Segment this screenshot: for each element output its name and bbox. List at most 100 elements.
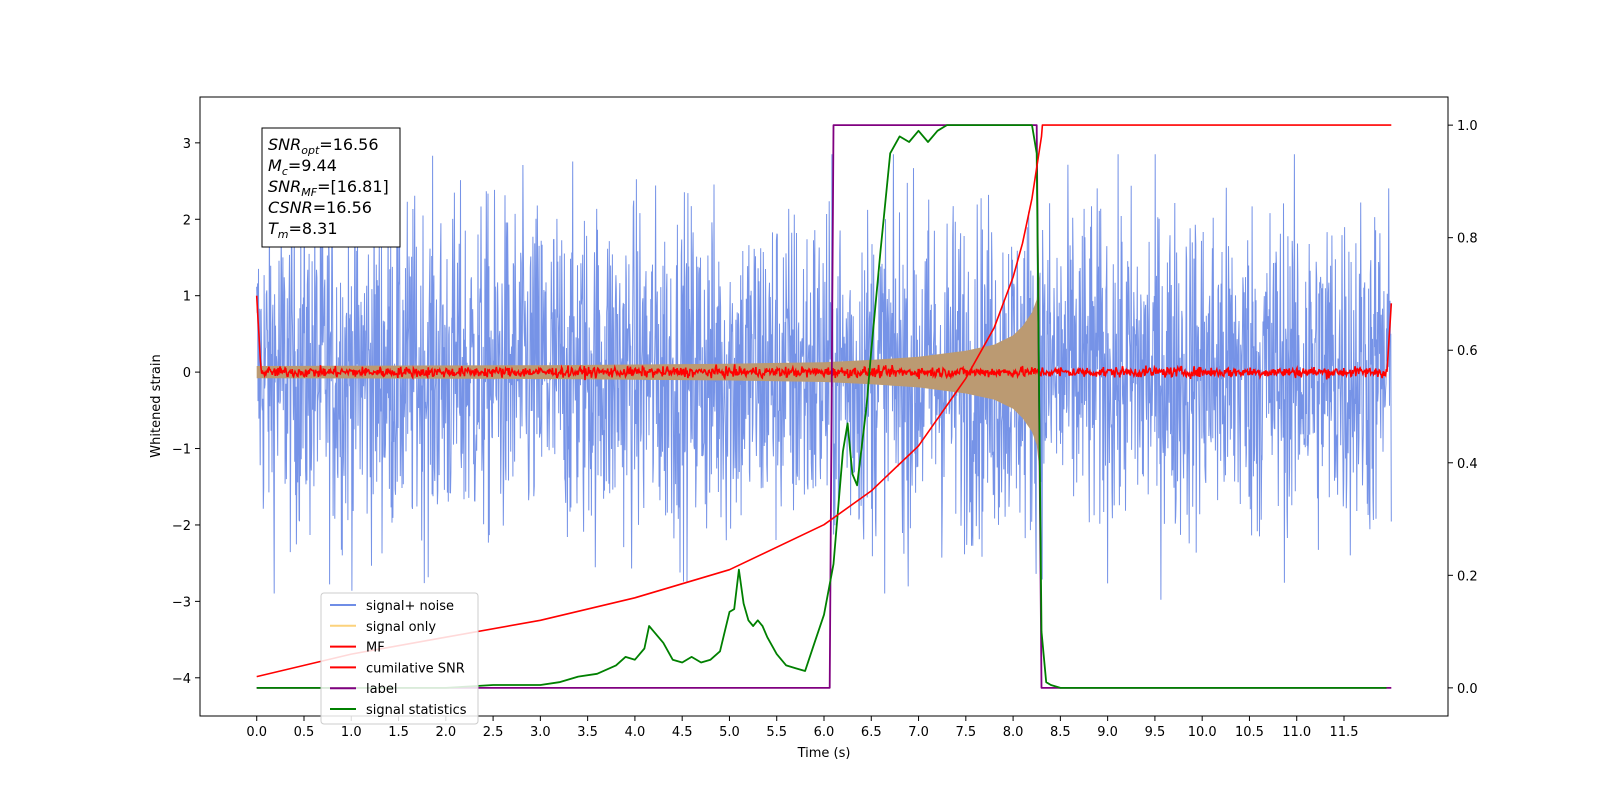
series-mf — [255, 295, 1393, 381]
x-tick-label: 0.5 — [294, 725, 315, 740]
y-tick-label: 2 — [183, 213, 191, 228]
x-tick: 5.5 — [766, 716, 787, 740]
x-tick-label: 1.0 — [341, 725, 362, 740]
x-tick-label: 11.0 — [1282, 725, 1311, 740]
x-tick: 8.5 — [1050, 716, 1071, 740]
y2-tick-label: 0.0 — [1457, 682, 1478, 697]
legend-item: signal+ noise — [330, 599, 454, 614]
x-tick-label: 4.5 — [672, 725, 693, 740]
x-tick: 9.5 — [1145, 716, 1166, 740]
x-tick-label: 7.0 — [908, 725, 929, 740]
legend: signal+ noise signal only MF cumilative SNR… — [320, 592, 479, 725]
x-tick-label: 9.5 — [1145, 725, 1166, 740]
legend-item: MF — [330, 641, 385, 656]
x-tick-label: 8.0 — [1003, 725, 1024, 740]
x-tick: 10.5 — [1235, 716, 1264, 740]
y2-tick: 0.2 — [1448, 569, 1478, 584]
annotation-line: Tm=8.31 — [268, 219, 338, 241]
x-tick-label: 8.5 — [1050, 725, 1071, 740]
x-tick: 7.0 — [908, 716, 929, 740]
y2-tick-label: 0.4 — [1457, 457, 1478, 472]
x-axis-label: Time (s) — [797, 746, 851, 761]
annotation-value: =8.31 — [289, 219, 338, 238]
legend-label: cumilative SNR — [366, 661, 465, 676]
annotation-subscript: m — [278, 228, 289, 241]
y-tick: 0 — [183, 366, 200, 381]
x-tick: 0.5 — [294, 716, 315, 740]
y-tick: −2 — [172, 519, 200, 534]
y-axis-label: Whitened strain — [149, 354, 164, 457]
y-tick: 1 — [183, 290, 200, 305]
annotation-variable: CSNR — [268, 198, 313, 217]
y2-tick-label: 0.2 — [1457, 569, 1478, 584]
y2-tick-label: 0.8 — [1457, 232, 1478, 247]
x-tick-label: 9.0 — [1097, 725, 1118, 740]
x-tick: 8.0 — [1003, 716, 1024, 740]
y-tick-label: −3 — [172, 595, 191, 610]
y-axis-right: 1.0 0.8 0.6 0.4 0.2 0.0 — [1448, 119, 1478, 697]
x-tick: 6.0 — [814, 716, 835, 740]
x-tick-label: 2.0 — [435, 725, 456, 740]
x-axis: 0.0 0.5 1.0 1.5 2.0 2.5 3.0 3.5 4.0 4.5 5.0 5.5 6.0 6… — [246, 716, 1358, 740]
series-signal-statistics — [256, 124, 1387, 689]
y2-tick: 0.8 — [1448, 232, 1478, 247]
x-tick: 11.0 — [1282, 716, 1311, 740]
annotation-value: =16.56 — [313, 198, 372, 217]
legend-item: label — [330, 682, 397, 697]
x-tick-label: 6.5 — [861, 725, 882, 740]
y2-tick-label: 1.0 — [1457, 119, 1478, 134]
legend-item: signal only — [330, 620, 436, 635]
x-tick: 10.0 — [1188, 716, 1217, 740]
annotation-value: =16.56 — [319, 135, 378, 154]
annotation-value: =9.44 — [288, 156, 337, 175]
y-tick: 3 — [183, 137, 200, 152]
y-tick-label: 1 — [183, 290, 191, 305]
x-tick: 6.5 — [861, 716, 882, 740]
y-tick-label: −4 — [172, 672, 191, 687]
annotation-variable: M — [268, 156, 282, 175]
legend-label: MF — [366, 641, 385, 656]
y2-tick-label: 0.6 — [1457, 344, 1478, 359]
legend-frame — [320, 592, 479, 725]
annotation-line: Mc=9.44 — [268, 156, 337, 178]
annotation-subscript: opt — [301, 144, 320, 157]
y-tick-label: 3 — [183, 137, 191, 152]
x-tick-label: 5.0 — [719, 725, 740, 740]
x-tick: 0.0 — [246, 716, 267, 740]
x-tick-label: 4.0 — [625, 725, 646, 740]
y2-tick: 1.0 — [1448, 119, 1478, 134]
x-tick-label: 11.5 — [1330, 725, 1359, 740]
annotation-line: CSNR=16.56 — [268, 198, 372, 217]
legend-label: label — [366, 682, 397, 697]
annotation-variable: SNR — [268, 177, 301, 196]
x-tick: 2.5 — [483, 716, 504, 740]
annotation-subscript: MF — [301, 186, 317, 199]
x-tick: 3.5 — [577, 716, 598, 740]
y-tick-label: 0 — [183, 366, 191, 381]
y2-tick: 0.6 — [1448, 344, 1478, 359]
x-tick-label: 7.5 — [955, 725, 976, 740]
x-tick: 5.0 — [719, 716, 740, 740]
x-tick-label: 1.5 — [388, 725, 409, 740]
x-tick-label: 3.0 — [530, 725, 551, 740]
y2-tick: 0.4 — [1448, 457, 1478, 472]
annotation-variable: T — [268, 219, 279, 238]
y-tick: 2 — [183, 213, 200, 228]
y-tick: −4 — [172, 672, 200, 687]
legend-label: signal only — [366, 620, 436, 635]
annotation-value: =[16.81] — [317, 177, 389, 196]
legend-item: cumilative SNR — [330, 661, 465, 676]
x-tick-label: 3.5 — [577, 725, 598, 740]
legend-label: signal statistics — [366, 703, 467, 718]
x-tick-label: 10.5 — [1235, 725, 1264, 740]
y-tick: −3 — [172, 595, 200, 610]
legend-item: signal statistics — [330, 703, 467, 718]
annotation-line: SNRopt=16.56 — [268, 135, 379, 157]
x-tick: 4.0 — [625, 716, 646, 740]
y-axis-left: 3 2 1 0 −1 −2 −3 −4 — [172, 137, 200, 687]
x-tick-label: 6.0 — [814, 725, 835, 740]
x-tick-label: 5.5 — [766, 725, 787, 740]
annotation-variable: SNR — [268, 135, 301, 154]
x-tick: 4.5 — [672, 716, 693, 740]
x-tick-label: 2.5 — [483, 725, 504, 740]
